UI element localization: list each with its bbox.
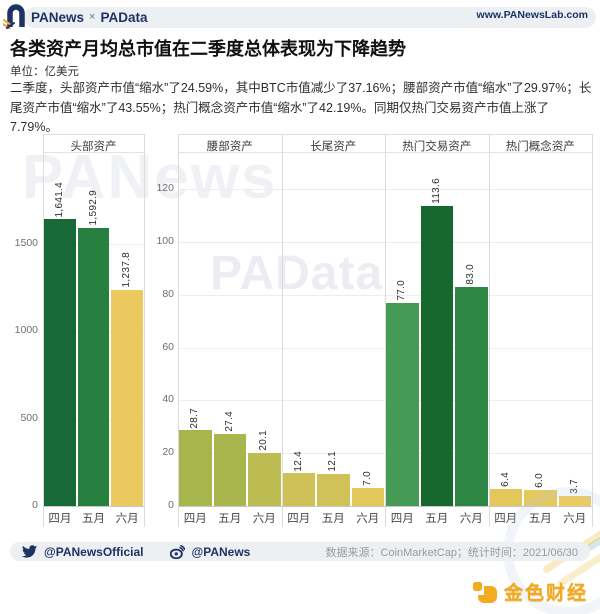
bar bbox=[179, 430, 212, 506]
bar-value-label: 27.4 bbox=[223, 410, 235, 432]
bar bbox=[489, 489, 522, 506]
chart-area: PANews PAData 0 500 1000 1500 头部资产 1,641.4 四月 1… bbox=[0, 134, 600, 530]
jinse-brand: 金色财经 bbox=[472, 578, 588, 605]
month-label: 五月 bbox=[321, 513, 345, 525]
bar-value-label: 12.4 bbox=[292, 450, 304, 472]
panel-title: 头部资产 bbox=[70, 141, 117, 153]
axis-baseline bbox=[178, 506, 592, 507]
axis-tick-label: 1500 bbox=[14, 237, 38, 249]
panel-border bbox=[488, 134, 490, 527]
twitter-handle-group: @PANewsOfficial bbox=[22, 545, 144, 559]
axis-tick-label: 500 bbox=[20, 411, 38, 424]
brand-padata: PAData bbox=[100, 9, 148, 25]
twitter-icon bbox=[22, 545, 37, 558]
month-label: 四月 bbox=[390, 513, 414, 525]
bar bbox=[44, 219, 76, 506]
bar-value-label: 7.0 bbox=[361, 470, 373, 486]
summary-paragraph: 二季度，头部资产市值“缩水”了24.59%，其中BTC市值减少了37.16%；腰… bbox=[10, 81, 592, 134]
panel-border bbox=[178, 134, 179, 527]
axis-tick-label: 40 bbox=[162, 393, 174, 406]
axis-baseline bbox=[43, 506, 144, 507]
bar bbox=[213, 433, 246, 506]
bar-value-label: 20.1 bbox=[258, 430, 270, 451]
bar bbox=[420, 205, 453, 506]
panel-border bbox=[144, 134, 145, 527]
twitter-handle: @PANewsOfficial bbox=[44, 544, 144, 559]
panel-title: 热门交易资产 bbox=[402, 141, 472, 153]
bar bbox=[248, 452, 281, 506]
month-label: 六月 bbox=[356, 513, 380, 525]
axis-tick-label: 0 bbox=[32, 499, 38, 511]
bar-value-label: 28.7 bbox=[189, 407, 201, 429]
bar-value-label: 113.6 bbox=[430, 178, 442, 204]
bar bbox=[351, 487, 384, 506]
bar-value-label: 6.0 bbox=[534, 473, 546, 489]
panews-logo-icon bbox=[3, 4, 25, 29]
figure-top-border bbox=[43, 134, 144, 135]
axis-tick-label: 120 bbox=[156, 182, 174, 194]
header-bar bbox=[24, 7, 596, 28]
axis-tick-label: 80 bbox=[162, 287, 174, 300]
bar-value-label: 1,641.4 bbox=[53, 181, 65, 218]
bar-value-label: 1,237.8 bbox=[121, 252, 133, 288]
month-label: 五月 bbox=[425, 513, 449, 525]
weibo-handle-group: @PANews bbox=[169, 544, 251, 559]
month-label: 五月 bbox=[81, 513, 105, 525]
panel-border bbox=[385, 134, 386, 527]
bar-value-label: 1,592.9 bbox=[87, 190, 99, 226]
bar bbox=[282, 473, 315, 506]
brand-panews: PANews bbox=[31, 9, 85, 25]
axis-tick-label: 1000 bbox=[14, 324, 38, 337]
month-label: 五月 bbox=[218, 513, 242, 525]
panel-border bbox=[43, 134, 44, 527]
bar bbox=[317, 474, 350, 506]
data-source-note: 数据来源：CoinMarketCap；统计时间：2021/06/30 bbox=[325, 546, 578, 559]
axis-tick-label: 60 bbox=[162, 340, 174, 353]
panel-border bbox=[592, 134, 593, 527]
month-label: 四月 bbox=[48, 513, 72, 525]
axis-tick-label: 100 bbox=[156, 234, 174, 247]
bar-value-label: 83.0 bbox=[465, 264, 477, 285]
brand-separator: × bbox=[89, 11, 96, 23]
panel-title: 热门概念资产 bbox=[505, 141, 575, 153]
bar-value-label: 77.0 bbox=[396, 279, 408, 301]
panel-border bbox=[281, 134, 283, 527]
month-label: 六月 bbox=[252, 513, 276, 525]
panel-title: 腰部资产 bbox=[206, 141, 253, 153]
weibo-icon bbox=[169, 544, 185, 559]
website-url: www.PANewsLab.com bbox=[476, 9, 588, 21]
footer-bar: @PANewsOfficial @PANews 数据来源：CoinMarketC… bbox=[10, 542, 590, 561]
bar-value-label: 6.4 bbox=[499, 472, 511, 488]
panel-title: 长尾资产 bbox=[310, 141, 357, 153]
bar-value-label: 12.1 bbox=[327, 451, 339, 473]
figure-header-divider bbox=[43, 152, 144, 153]
bar bbox=[77, 227, 110, 506]
panews-watermark: PANews bbox=[22, 143, 278, 212]
jinse-logo-icon bbox=[472, 581, 497, 603]
month-label: 四月 bbox=[287, 513, 311, 525]
bar bbox=[386, 302, 419, 506]
weibo-handle: @PANews bbox=[191, 544, 251, 559]
brand-lockup: PANews × PAData bbox=[31, 7, 147, 27]
axis-tick-label: 0 bbox=[168, 499, 174, 511]
bar bbox=[111, 289, 143, 506]
unit-label: 单位：亿美元 bbox=[10, 66, 79, 78]
page-title: 各类资产月均总市值在二季度总体表现为下降趋势 bbox=[10, 39, 406, 59]
jinse-logo-text: 金色财经 bbox=[503, 583, 588, 604]
month-label: 四月 bbox=[183, 513, 207, 525]
padata-watermark: PAData bbox=[210, 247, 384, 300]
month-label: 六月 bbox=[459, 513, 483, 525]
axis-tick-label: 20 bbox=[162, 446, 174, 459]
bar bbox=[455, 286, 488, 506]
month-label: 六月 bbox=[115, 513, 139, 525]
